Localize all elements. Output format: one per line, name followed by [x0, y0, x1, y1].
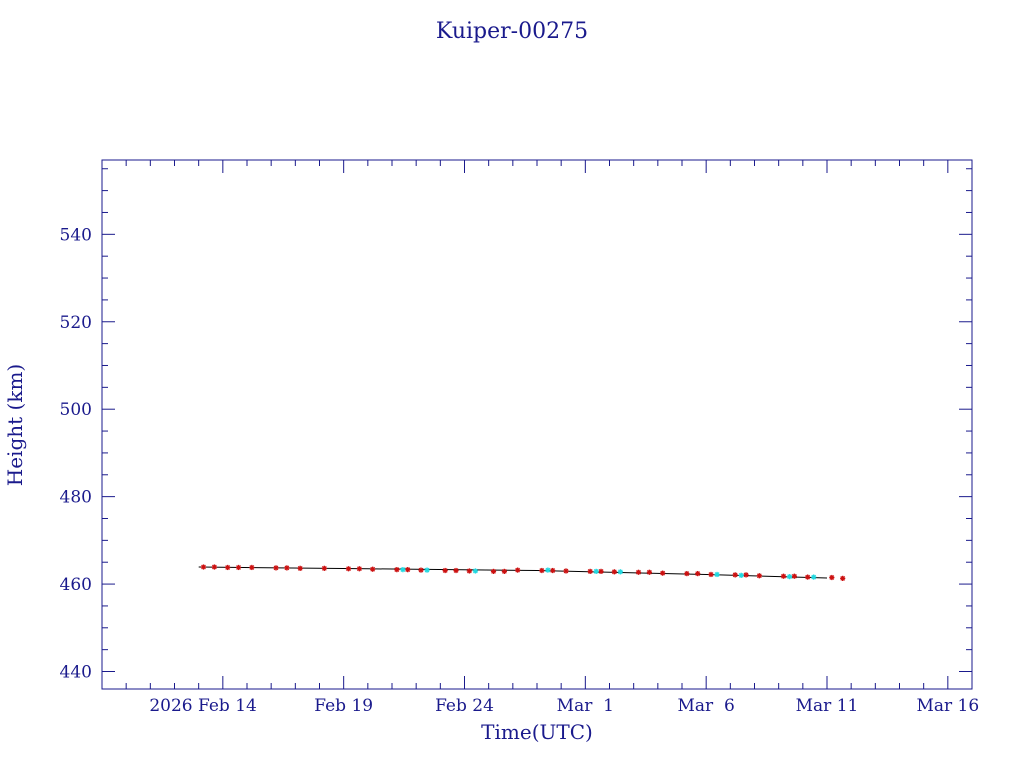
cyan-data-point — [617, 569, 623, 575]
cyan-data-point — [811, 574, 817, 580]
chart-title: Kuiper-00275 — [436, 19, 588, 44]
red-data-point — [743, 572, 749, 578]
red-data-point — [356, 566, 362, 572]
red-data-point — [453, 567, 459, 574]
cyan-data-point — [593, 568, 599, 574]
x-tick-label: Feb 19 — [314, 696, 373, 716]
y-tick-label: 460 — [60, 575, 92, 595]
x-tick-label: Mar 11 — [796, 696, 859, 716]
red-data-point — [550, 567, 556, 574]
red-data-point — [660, 570, 666, 576]
cyan-data-point — [545, 567, 551, 573]
red-data-point — [805, 574, 811, 580]
red-data-point — [635, 569, 642, 575]
red-data-point — [791, 573, 797, 579]
x-tick-label: 2026 Feb 14 — [149, 696, 257, 716]
x-tick-label: Mar 1 — [557, 696, 614, 716]
y-tick-label: 440 — [60, 663, 92, 683]
red-data-point — [708, 571, 714, 578]
cyan-data-point — [738, 572, 744, 578]
red-data-point — [780, 573, 787, 579]
red-data-point — [284, 565, 290, 571]
x-tick-label: Feb 24 — [435, 696, 494, 716]
red-data-point — [646, 569, 652, 575]
red-data-point — [297, 565, 303, 571]
red-data-point — [611, 569, 617, 575]
y-tick-label: 480 — [60, 488, 92, 508]
cyan-data-point — [472, 568, 478, 574]
red-data-point — [442, 567, 448, 574]
red-data-point — [732, 572, 738, 578]
y-axis-label: Height (km) — [3, 364, 27, 486]
red-data-point — [829, 574, 835, 581]
red-data-point — [587, 568, 593, 574]
red-data-point — [598, 568, 604, 574]
red-data-point — [321, 565, 327, 571]
y-tick-label: 540 — [60, 225, 92, 245]
trend-line — [198, 566, 828, 579]
x-axis-label: Time(UTC) — [481, 720, 593, 744]
red-data-point — [515, 567, 521, 573]
red-data-point — [418, 567, 424, 573]
red-data-point — [756, 573, 762, 579]
red-data-point — [840, 575, 846, 581]
red-data-point — [345, 566, 352, 572]
red-data-point — [501, 568, 507, 574]
red-data-point — [225, 564, 231, 571]
plot-frame — [101, 159, 973, 690]
cyan-data-point — [786, 574, 793, 580]
x-tick-labels: 2026 Feb 14 Feb 19 Feb 24 Mar 1 Mar 6 Mar 11 M… — [149, 696, 979, 716]
red-data-point — [235, 564, 242, 571]
red-data-point — [370, 566, 376, 572]
cyan-data-point — [400, 567, 406, 573]
red-data-point — [405, 567, 411, 573]
x-tick-label: Mar 6 — [678, 696, 735, 716]
red-data-point — [695, 570, 701, 577]
red-data-point — [273, 565, 279, 571]
red-data-point — [211, 564, 217, 570]
red-data-point — [684, 570, 690, 577]
y-tick-label: 520 — [60, 313, 92, 333]
red-data-point — [466, 568, 472, 574]
y-tick-labels: 440 460 480 500 520 540 — [60, 225, 92, 682]
y-tick-label: 500 — [60, 400, 92, 420]
cyan-data-point — [714, 571, 720, 578]
x-tick-label: Mar 16 — [916, 696, 979, 716]
cyan-data-point — [424, 567, 430, 573]
series-layer — [198, 564, 846, 581]
axis-ticks — [102, 160, 972, 689]
red-data-point — [200, 564, 207, 570]
red-data-point — [249, 564, 255, 571]
red-data-point — [394, 567, 400, 573]
red-data-point — [563, 568, 569, 574]
red-data-point — [539, 567, 545, 574]
red-data-point — [490, 568, 497, 574]
